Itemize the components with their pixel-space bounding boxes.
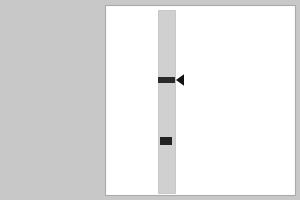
Text: 130: 130 <box>126 73 147 83</box>
Text: 55: 55 <box>133 170 147 180</box>
Text: m.kidney: m.kidney <box>191 10 239 20</box>
Text: 72: 72 <box>133 137 147 147</box>
Text: 250: 250 <box>126 33 147 43</box>
Text: 95: 95 <box>133 105 147 115</box>
